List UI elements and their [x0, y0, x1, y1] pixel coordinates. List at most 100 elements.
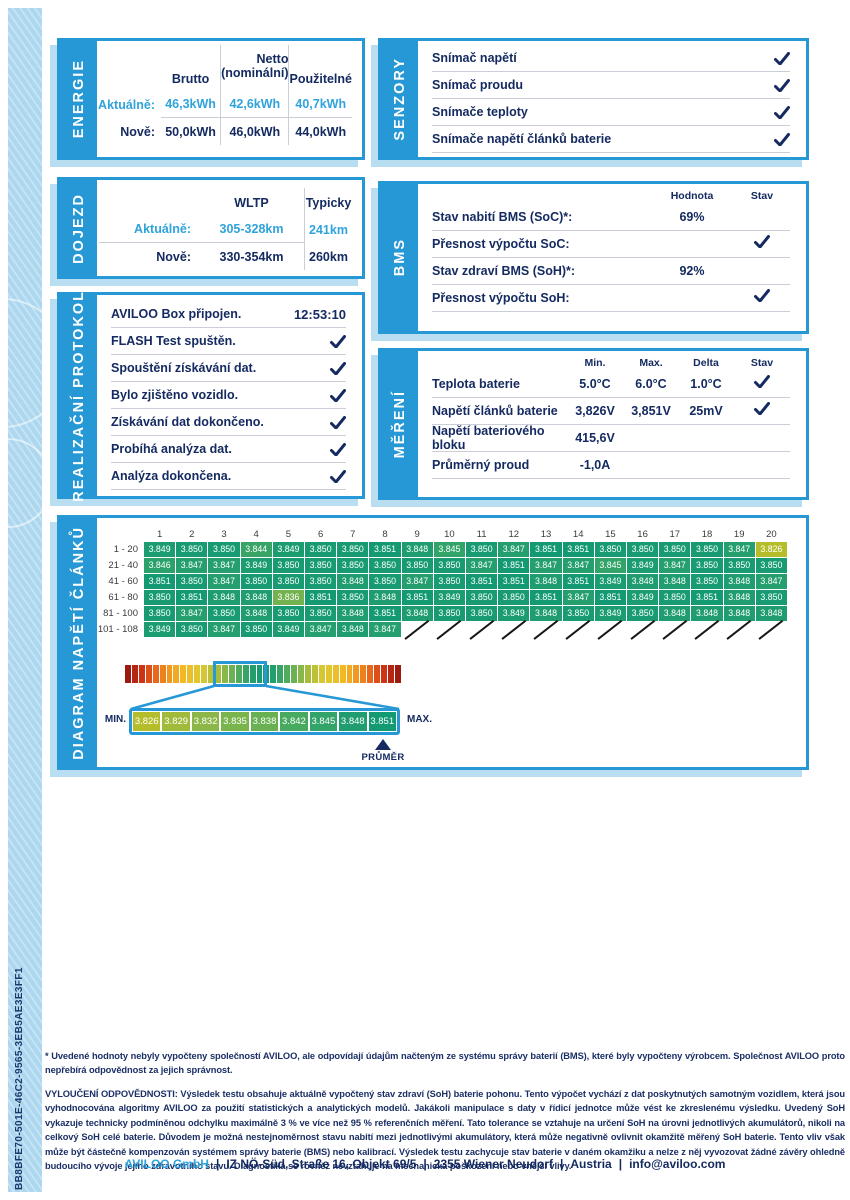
gradient-segment [374, 665, 381, 683]
protocol-row: Bylo zjištěno vozidlo. [111, 382, 346, 409]
footer-separator: | [618, 1157, 623, 1171]
cell-voltage: 3.850 [466, 542, 498, 557]
measurement-delta: 1.0°C [690, 377, 722, 391]
protocol-step-label: Získávání dat dokončeno. [111, 415, 264, 429]
col-header-delta: Delta [693, 357, 719, 369]
scale-voltage-cell: 3.835 [221, 712, 249, 731]
gradient-segment [194, 665, 201, 683]
cell-voltage: 3.850 [176, 542, 208, 557]
cell-voltage: 3.849 [272, 622, 304, 637]
cell-voltage: 3.848 [240, 590, 272, 605]
cell-voltage: 3.848 [337, 574, 369, 589]
protocol-time: 12:53:10 [293, 306, 346, 322]
measurement-delta: 25mV [689, 404, 723, 418]
cell-voltage: 3.851 [401, 590, 433, 605]
check-icon [330, 469, 346, 483]
cell-voltage: 3.850 [691, 558, 723, 573]
average-label: PRŮMĚR [361, 752, 405, 763]
sensor-row: Snímače teploty [432, 99, 790, 126]
disclaimer-body: Výsledek testu obsahuje aktuálně vypočte… [45, 1089, 845, 1172]
check-icon [754, 402, 770, 417]
empty-cell-slash [469, 619, 495, 640]
gradient-segment [298, 665, 304, 683]
measurement-label: Průměrný proud [432, 458, 530, 472]
bms-label: Stav zdraví BMS (SoH)*: [432, 264, 576, 278]
bms-row: Přesnost výpočtu SoH: [432, 285, 790, 312]
gradient-segment [291, 665, 298, 683]
gradient-segment [353, 665, 360, 683]
check-icon [774, 51, 790, 65]
measurement-status [734, 375, 790, 393]
row-range-label: 81 - 100 [103, 608, 138, 619]
scale-voltage-cell: 3.848 [339, 712, 367, 731]
cell-voltage: 3.847 [369, 622, 401, 637]
scale-voltage-cell: 3.832 [191, 712, 220, 731]
decor-circle [8, 298, 42, 428]
gradient-segment [214, 665, 221, 683]
column-number: 6 [317, 529, 324, 540]
energy-value: 46,3kWh [161, 91, 221, 118]
measurement-label: Teplota baterie [432, 377, 520, 391]
cell-voltage: 3.844 [240, 542, 272, 557]
check-icon [774, 132, 790, 146]
footer-contact-line: AVILOO GmbH | IZ NÖ-Süd, Straße 16, Objekt… [0, 1157, 850, 1171]
cell-voltage: 3.851 [176, 590, 208, 605]
gradient-segment [367, 665, 374, 683]
cell-voltage: 3.849 [627, 558, 659, 573]
protocol-row: FLASH Test spuštěn. [111, 328, 346, 355]
protocol-step-label: FLASH Test spuštěn. [111, 334, 236, 348]
cell-voltage: 3.849 [240, 558, 272, 573]
protocol-step-label: Spouštění získávání dat. [111, 361, 257, 375]
cell-voltage: 3.848 [755, 606, 787, 621]
footnote-bms: * Uvedené hodnoty nebyly vypočteny spole… [45, 1051, 845, 1076]
gradient-segment [284, 665, 291, 683]
protocol-row: Analýza dokončena. [111, 463, 346, 490]
cell-voltage: 3.847 [659, 558, 691, 573]
voltage-gradient-strip [125, 665, 401, 683]
gradient-segment [208, 665, 214, 683]
cell-voltage: 3.848 [208, 590, 240, 605]
section-title: DOJEZD [70, 192, 87, 264]
row-range-label: 1 - 20 [113, 544, 138, 555]
cell-voltage: 3.850 [691, 542, 723, 557]
cell-voltage: 3.850 [337, 558, 369, 573]
cell-voltage: 3.850 [240, 574, 272, 589]
cell-voltage: 3.848 [337, 622, 369, 637]
cell-voltage [530, 619, 561, 640]
footer-item: info@aviloo.com [629, 1157, 726, 1171]
cell-voltage: 3.848 [723, 606, 755, 621]
measurement-min: 415,6V [575, 431, 615, 445]
energy-value: 40,7kWh [288, 91, 352, 118]
cell-voltage: 3.847 [723, 542, 755, 557]
cell-voltage: 3.850 [627, 606, 659, 621]
row-range-label: 61 - 80 [108, 592, 138, 603]
cell-voltage: 3.848 [723, 574, 755, 589]
bms-value: 69% [679, 210, 705, 224]
col-header-min: Min. [584, 357, 606, 369]
cell-voltage: 3.850 [369, 574, 401, 589]
cell-voltage: 3.847 [305, 622, 337, 637]
cell-voltage: 3.848 [723, 590, 755, 605]
protocol-step-label: Probíhá analýza dat. [111, 442, 232, 456]
check-icon [754, 289, 770, 304]
cell-voltage: 3.851 [369, 606, 401, 621]
row-range-label: 41 - 60 [108, 576, 138, 587]
check-icon [754, 235, 770, 250]
col-header-brutto: Brutto [171, 72, 210, 86]
energie-table: Brutto Netto (nominální) Použitelné Aktu… [97, 41, 362, 145]
bms-label: Stav nabití BMS (SoC)*: [432, 210, 573, 224]
cell-voltage: 3.850 [369, 558, 401, 573]
empty-cell-slash [694, 619, 720, 640]
measurement-min: 5.0°C [579, 377, 611, 391]
measurement-min: 3,826V [575, 404, 615, 418]
gradient-segment [173, 665, 180, 683]
sensor-label: Snímače teploty [432, 105, 528, 119]
check-icon [330, 388, 346, 402]
energy-value: 50,0kWh [165, 124, 216, 139]
footer-item: Austria [570, 1157, 612, 1171]
average-marker-icon [375, 739, 391, 750]
cell-voltage: 3.849 [498, 606, 530, 621]
gradient-highlight-box [213, 661, 267, 687]
empty-cell-slash [662, 619, 688, 640]
